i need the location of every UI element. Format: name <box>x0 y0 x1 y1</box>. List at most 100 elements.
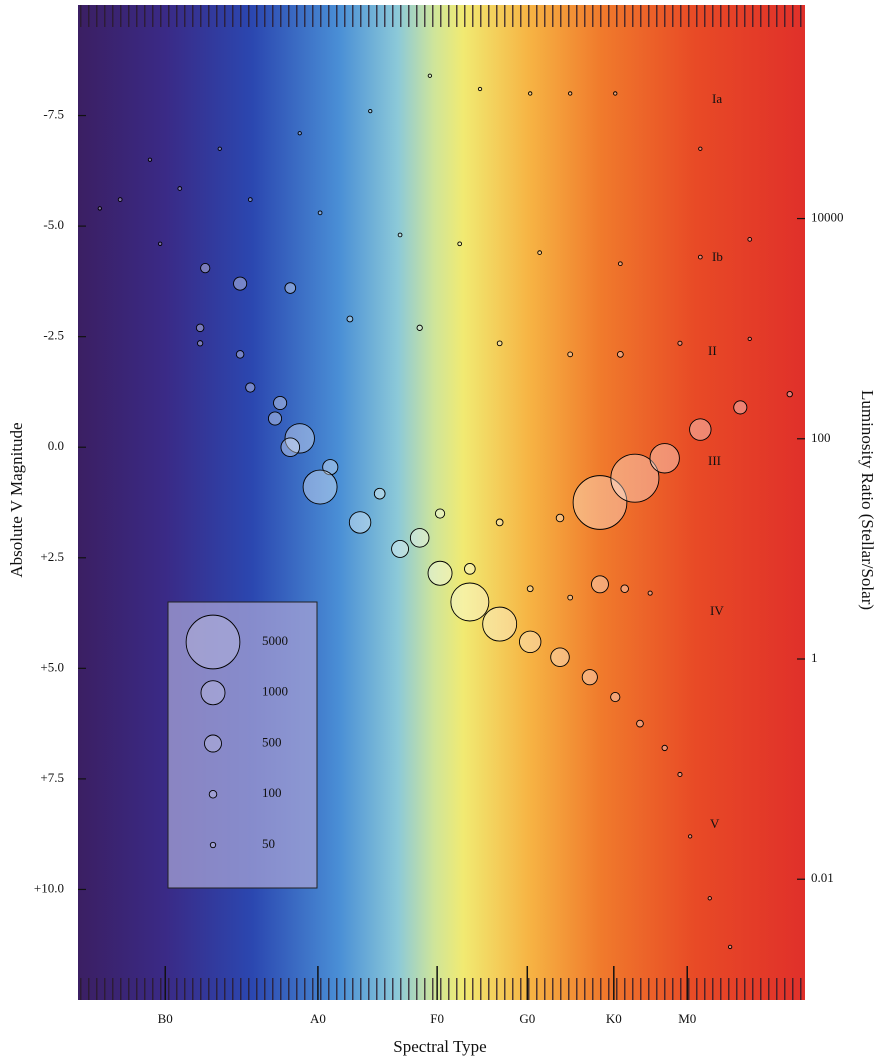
star-bubble <box>195 323 205 333</box>
star-bubble <box>158 241 163 246</box>
class-label: Ib <box>712 249 723 264</box>
x-tick-label: K0 <box>606 1011 622 1026</box>
class-label: II <box>708 343 717 358</box>
star-bubble <box>373 487 386 500</box>
star-bubble <box>707 896 712 901</box>
x-tick-label: B0 <box>158 1011 173 1026</box>
star-bubble <box>117 197 123 202</box>
x-tick-label: A0 <box>310 1011 326 1026</box>
star-bubble <box>482 606 518 642</box>
star-bubble <box>267 411 283 426</box>
star-bubble <box>610 453 660 503</box>
star-bubble <box>550 647 570 668</box>
y2-tick-label: 1 <box>811 650 818 665</box>
star-bubble <box>235 350 245 359</box>
star-bubble <box>416 324 423 331</box>
star-bubble <box>526 585 534 593</box>
star-bubble <box>196 340 204 347</box>
star-bubble <box>409 528 430 548</box>
star-bubble <box>200 263 211 274</box>
star-bubble <box>733 400 748 415</box>
legend-label: 50 <box>262 836 275 851</box>
star-bubble <box>245 382 256 393</box>
legend-bubble <box>209 841 217 849</box>
star-bubble <box>617 261 623 267</box>
y2-axis-title: Luminosity Ratio (Stellar/Solar) <box>858 390 877 610</box>
star-bubble <box>610 691 621 703</box>
star-bubble <box>689 418 712 441</box>
star-bubble <box>568 91 573 96</box>
star-bubble <box>346 315 354 323</box>
star-bubble <box>786 391 793 398</box>
y2-tick-label: 10000 <box>811 210 844 225</box>
star-bubble <box>348 511 372 534</box>
star-bubble <box>616 350 624 358</box>
star-bubble <box>567 594 574 601</box>
y-tick-label: 0.0 <box>48 438 64 453</box>
star-bubble <box>457 241 463 247</box>
star-bubble <box>591 575 609 594</box>
star-bubble <box>97 206 102 211</box>
star-bubble <box>727 944 733 950</box>
star-bubble <box>495 518 504 527</box>
legend-bubble <box>185 614 241 670</box>
star-bubble <box>397 232 403 238</box>
star-bubble <box>581 669 598 686</box>
star-bubble <box>496 340 503 347</box>
star-bubble <box>302 469 338 505</box>
class-label: Ia <box>712 91 722 106</box>
legend-label: 1000 <box>262 684 288 699</box>
star-bubble <box>464 563 476 575</box>
size-legend-box <box>167 601 318 889</box>
y-tick-label: +10.0 <box>34 880 64 895</box>
y2-tick-label: 100 <box>811 430 831 445</box>
star-bubble <box>687 834 693 839</box>
y-tick-label: -2.5 <box>43 328 64 343</box>
star-bubble <box>217 146 222 151</box>
star-bubble <box>391 539 410 558</box>
y-tick-label: +7.5 <box>40 770 64 785</box>
minor-ticks-bottom <box>78 978 805 1000</box>
star-bubble <box>636 719 644 728</box>
star-bubble <box>747 336 752 342</box>
star-bubble <box>537 250 542 255</box>
star-bubble <box>647 590 653 596</box>
star-bubble <box>284 423 315 454</box>
x-tick-label: M0 <box>678 1011 696 1026</box>
star-bubble <box>247 197 253 202</box>
star-bubble <box>450 582 490 622</box>
star-bubble <box>649 443 680 474</box>
y-tick-label: +2.5 <box>40 549 64 564</box>
star-bubble <box>613 91 618 96</box>
star-bubble <box>317 210 323 216</box>
y-tick-label: +5.0 <box>40 659 64 674</box>
star-bubble <box>427 560 453 586</box>
class-label: IV <box>710 603 724 618</box>
star-bubble <box>280 437 301 457</box>
star-bubble <box>147 157 153 162</box>
y-tick-label: -5.0 <box>43 217 64 232</box>
star-bubble <box>620 584 629 593</box>
star-bubble <box>567 351 574 358</box>
star-bubble <box>297 131 302 136</box>
star-bubble <box>677 771 683 777</box>
legend-bubble <box>204 734 222 753</box>
legend-label: 100 <box>262 785 282 800</box>
x-tick-label: G0 <box>519 1011 535 1026</box>
star-bubble <box>273 395 288 411</box>
y-axis-title: Absolute V Magnitude <box>7 422 26 577</box>
class-label: V <box>710 816 720 831</box>
star-bubble <box>528 91 533 96</box>
x-tick-label: F0 <box>430 1011 444 1026</box>
star-bubble <box>747 237 753 242</box>
star-bubble <box>677 340 683 346</box>
legend-label: 500 <box>262 734 282 749</box>
star-bubble <box>661 744 668 752</box>
y-tick-label: -7.5 <box>43 107 64 122</box>
star-bubble <box>697 254 703 260</box>
star-bubble <box>698 146 703 151</box>
star-bubble <box>518 630 542 653</box>
star-bubble <box>477 86 483 92</box>
